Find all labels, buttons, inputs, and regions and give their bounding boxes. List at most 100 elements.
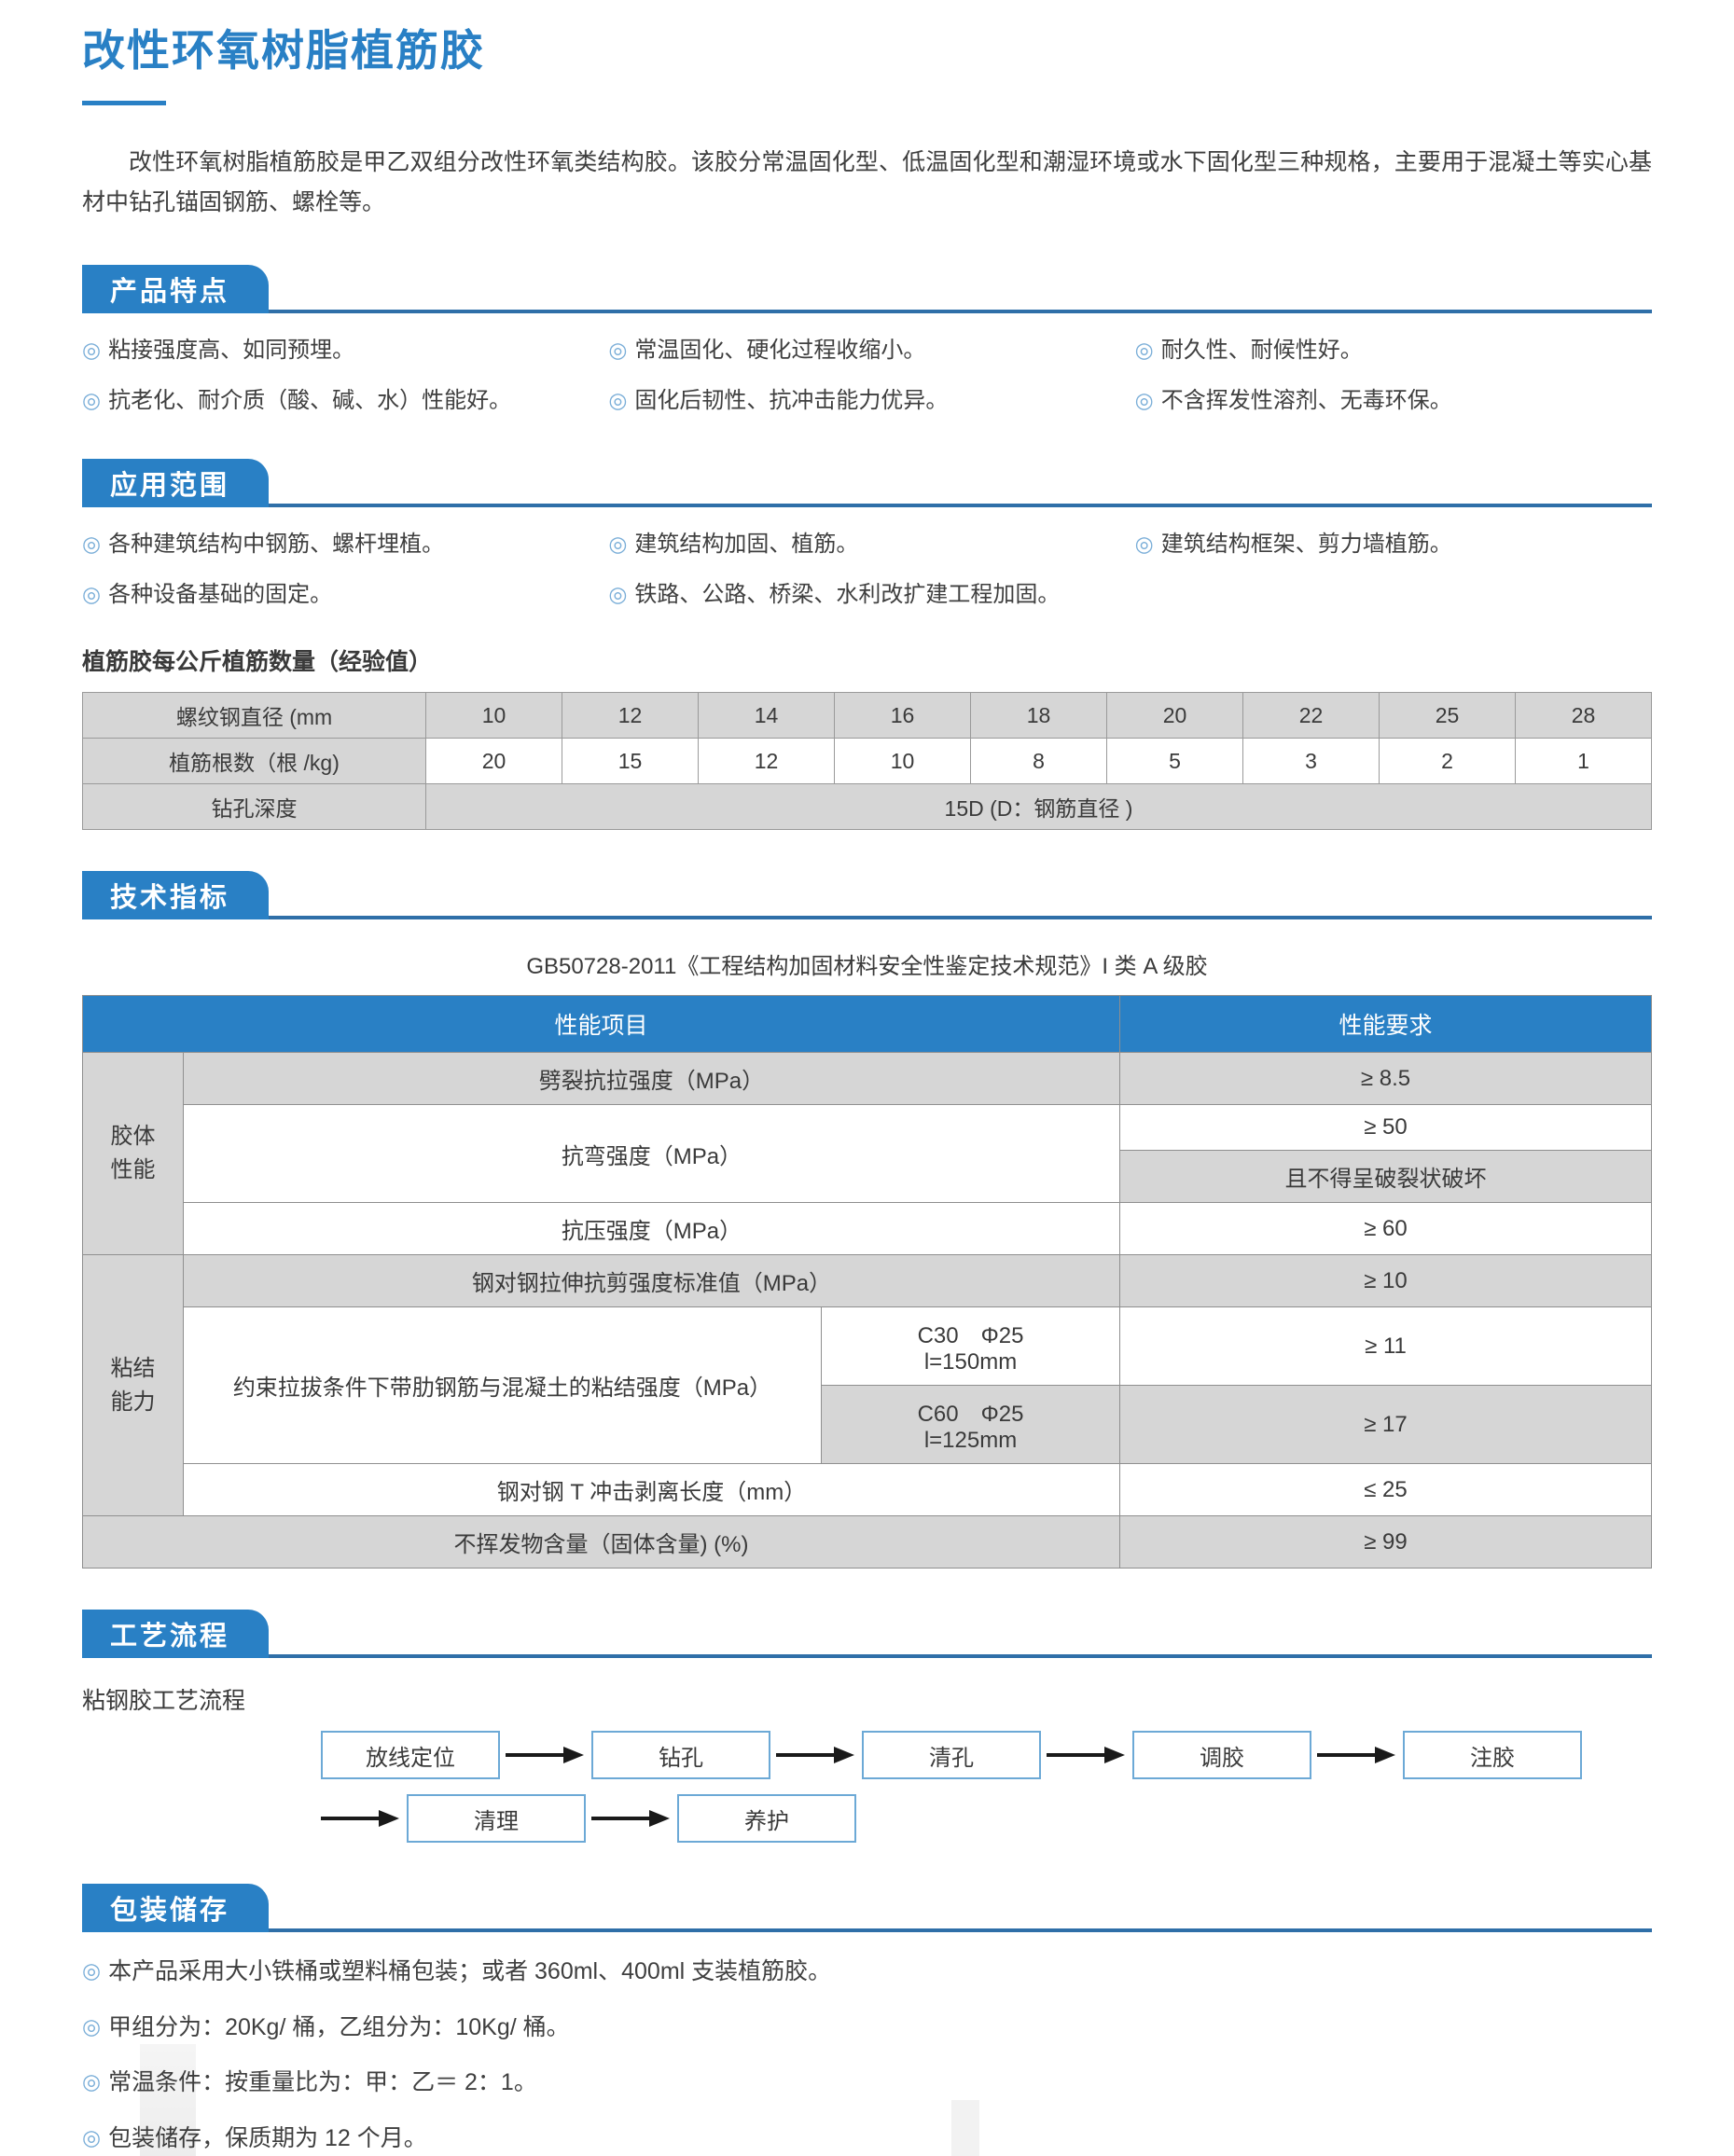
table-cell: 25 [1380,693,1516,739]
section-tech: 技术指标 GB50728-2011《工程结构加固材料安全性鉴定技术规范》I 类 … [82,871,1652,980]
bullet-icon: ◎ [82,2066,101,2098]
list-item-label: 不含挥发性溶剂、无毒环保。 [1161,384,1452,418]
list-item: ◎ 各种设备基础的固定。 [82,578,599,612]
rebar-table-wrapper: 螺纹钢直径 (mm 10 12 14 16 18 20 22 25 28 植筋根… [82,692,1652,830]
table-cell-condition-c60: C60 Φ25 l=125mm [822,1386,1120,1464]
section-badge-process: 工艺流程 [82,1610,269,1658]
table-row: 不挥发物含量（固体含量) (%) ≥ 99 [83,1516,1652,1569]
section-badge-label: 工艺流程 [110,1614,229,1653]
table-cell: 5 [1107,739,1243,784]
list-item-label: 抗老化、耐介质（酸、碱、水）性能好。 [108,384,511,418]
section-header-scope: 应用范围 [82,459,1652,507]
category-bond-line2: 能力 [89,1386,177,1419]
table-cell: 14 [699,693,835,739]
table-cell: 10 [835,739,971,784]
table-cell: ≥ 11 [1120,1307,1652,1386]
table-cell: 1 [1516,739,1652,784]
flow-row-1: 放线定位 钻孔 清孔 调胶 注胶 [82,1731,1652,1779]
standard-reference-note: GB50728-2011《工程结构加固材料安全性鉴定技术规范》I 类 A 级胶 [82,947,1652,980]
section-badge-packaging: 包装储存 [82,1884,269,1932]
bullet-icon: ◎ [82,1955,101,1987]
section-rule [82,1928,1652,1932]
list-item: ◎ 包装储存，保质期为 12 个月。 [82,2121,1652,2156]
section-header-tech: 技术指标 [82,871,1652,919]
table-cell: ≤ 25 [1120,1464,1652,1516]
bullet-icon: ◎ [82,2011,101,2043]
list-item: ◎ 固化后韧性、抗冲击能力优异。 [608,384,1125,418]
flow-step-box: 放线定位 [321,1731,500,1779]
bullet-icon: ◎ [608,578,627,611]
category-bond-line1: 粘结 [89,1352,177,1386]
table-cell: ≥ 10 [1120,1255,1652,1307]
section-badge-tech: 技术指标 [82,871,269,919]
column-header-requirement: 性能要求 [1120,996,1652,1053]
flow-step-box: 养护 [677,1794,856,1843]
intro-paragraph: 改性环氧树脂植筋胶是甲乙双组分改性环氧类结构胶。该胶分常温固化型、低温固化型和潮… [82,143,1652,225]
list-item-label: 固化后韧性、抗冲击能力优异。 [634,384,948,418]
bullet-icon: ◎ [1135,334,1154,366]
scope-bullet-grid: ◎ 各种建筑结构中钢筋、螺杆埋植。 ◎ 建筑结构加固、植筋。 ◎ 建筑结构框架、… [82,528,1652,612]
condition-length: l=150mm [827,1349,1114,1375]
rebar-quantity-table: 螺纹钢直径 (mm 10 12 14 16 18 20 22 25 28 植筋根… [82,692,1652,830]
list-item-empty [1135,578,1652,612]
list-item-label: 本产品采用大小铁桶或塑料桶包装；或者 360ml、400ml 支装植筋胶。 [108,1955,831,1990]
table-cell: 20 [1107,693,1243,739]
section-badge-label: 技术指标 [110,876,229,915]
row-label-diameter: 螺纹钢直径 (mm [83,693,426,739]
section-rule [82,310,1652,313]
table-cell: 28 [1516,693,1652,739]
arrow-right-icon [1317,1747,1397,1763]
arrow-right-icon [506,1747,586,1763]
table-cell: 抗弯强度（MPa） [184,1105,1120,1203]
table-row: 约束拉拔条件下带肋钢筋与混凝土的粘结强度（MPa） C30 Φ25 l=150m… [83,1307,1652,1386]
table-cell: 不挥发物含量（固体含量) (%) [83,1516,1120,1569]
table-row: 抗弯强度（MPa） ≥ 50 [83,1105,1652,1151]
bullet-icon: ◎ [1135,528,1154,560]
table-row: 胶体 性能 劈裂抗拉强度（MPa） ≥ 8.5 [83,1053,1652,1105]
page-title: 改性环氧树脂植筋胶 [82,24,1734,78]
tech-table-wrapper: 性能项目 性能要求 胶体 性能 劈裂抗拉强度（MPa） ≥ 8.5 抗弯强度（M… [82,995,1652,1569]
bullet-icon: ◎ [82,2121,101,2154]
list-item: ◎ 抗老化、耐介质（酸、碱、水）性能好。 [82,384,599,418]
table-cell: 且不得呈破裂状破坏 [1120,1151,1652,1203]
table-cell: 8 [971,739,1107,784]
bullet-icon: ◎ [1135,384,1154,417]
category-colloid-line1: 胶体 [89,1120,177,1154]
condition-grade: C60 Φ25 [827,1395,1114,1428]
list-item: ◎ 铁路、公路、桥梁、水利改扩建工程加固。 [608,578,1125,612]
table-cell-condition-c30: C30 Φ25 l=150mm [822,1307,1120,1386]
list-item: ◎ 建筑结构加固、植筋。 [608,528,1125,561]
section-scope: 应用范围 ◎ 各种建筑结构中钢筋、螺杆埋植。 ◎ 建筑结构加固、植筋。 ◎ 建筑… [82,459,1652,612]
title-underline [82,101,166,105]
list-item-label: 甲组分为：20Kg/ 桶，乙组分为：10Kg/ 桶。 [108,2011,570,2046]
list-item: ◎ 耐久性、耐候性好。 [1135,334,1652,367]
section-rule [82,1654,1652,1658]
flow-step-box: 调胶 [1132,1731,1311,1779]
table-cell: 劈裂抗拉强度（MPa） [184,1053,1120,1105]
list-item-label: 各种设备基础的固定。 [108,578,332,612]
features-bullet-grid: ◎ 粘接强度高、如同预埋。 ◎ 常温固化、硬化过程收缩小。 ◎ 耐久性、耐候性好… [82,334,1652,418]
list-item-label: 包装储存，保质期为 12 个月。 [108,2121,427,2156]
list-item-label: 铁路、公路、桥梁、水利改扩建工程加固。 [634,578,1060,612]
table-cell: ≥ 17 [1120,1386,1652,1464]
arrow-right-icon [321,1810,401,1827]
table-row: 钻孔深度 15D (D：钢筋直径 ) [83,784,1652,830]
table-cell: 抗压强度（MPa） [184,1203,1120,1255]
table-cell-depth-value: 15D (D：钢筋直径 ) [426,784,1652,830]
flow-step-box: 清孔 [862,1731,1041,1779]
bullet-icon: ◎ [608,384,627,417]
table-cell: 2 [1380,739,1516,784]
table-cell-pullout-label: 约束拉拔条件下带肋钢筋与混凝土的粘结强度（MPa） [184,1307,822,1464]
table-row: 抗压强度（MPa） ≥ 60 [83,1203,1652,1255]
column-header-item: 性能项目 [83,996,1120,1053]
table-cell: 22 [1243,693,1380,739]
list-item: ◎ 常温条件：按重量比为：甲：乙＝ 2：1。 [82,2066,1652,2101]
table-row: 钢对钢 T 冲击剥离长度（mm） ≤ 25 [83,1464,1652,1516]
list-item: ◎ 建筑结构框架、剪力墙植筋。 [1135,528,1652,561]
table-row: 植筋根数（根 /kg) 20 15 12 10 8 5 3 2 1 [83,739,1652,784]
flow-step-box: 钻孔 [591,1731,770,1779]
table-cell: 12 [562,693,699,739]
condition-length: l=125mm [827,1428,1114,1454]
list-item: ◎ 甲组分为：20Kg/ 桶，乙组分为：10Kg/ 桶。 [82,2011,1652,2046]
